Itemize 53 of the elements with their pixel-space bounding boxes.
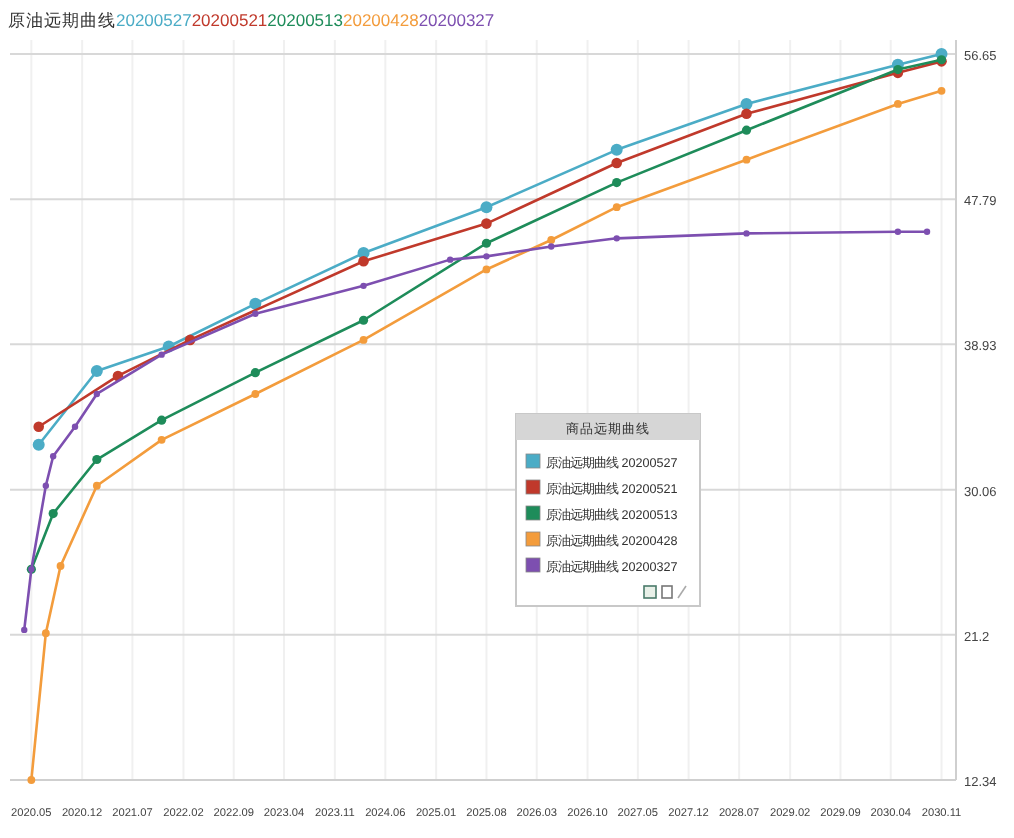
point (360, 282, 367, 290)
point (482, 265, 491, 274)
point (741, 125, 752, 135)
point (249, 297, 262, 310)
text: 20200521 (191, 10, 268, 30)
point (613, 235, 620, 242)
point (740, 97, 753, 110)
point (446, 256, 454, 263)
text: 20200527 (116, 10, 193, 30)
point (41, 629, 50, 638)
point (547, 236, 556, 244)
chart-title: 原油远期曲线 (8, 10, 116, 30)
text: 20200327 (418, 10, 495, 30)
point (251, 390, 260, 398)
point (33, 421, 45, 433)
point (56, 562, 65, 570)
point (612, 178, 622, 188)
point (42, 482, 50, 489)
point (893, 100, 902, 108)
text: 20200428 (342, 10, 420, 30)
point (612, 203, 621, 212)
point (483, 253, 490, 260)
point (923, 228, 931, 235)
point (611, 157, 622, 169)
point (548, 243, 555, 250)
text: 20200513 (267, 10, 344, 30)
point (937, 86, 946, 95)
point (32, 438, 45, 451)
point (92, 454, 102, 465)
point (481, 218, 492, 229)
point (480, 201, 493, 214)
point (481, 238, 492, 248)
point (743, 230, 750, 237)
point (90, 365, 103, 378)
point (49, 453, 57, 460)
point (71, 423, 79, 430)
point (741, 108, 752, 120)
point (93, 390, 101, 398)
point (157, 435, 166, 444)
point (894, 228, 902, 235)
point (21, 626, 28, 634)
point (250, 368, 260, 378)
point (610, 143, 623, 156)
point (157, 415, 167, 425)
point (48, 508, 58, 519)
point (358, 315, 369, 325)
point (92, 481, 101, 490)
point (252, 310, 259, 317)
point (27, 776, 36, 784)
point (358, 255, 369, 267)
point (158, 351, 165, 358)
point (742, 155, 751, 164)
point (359, 336, 368, 344)
